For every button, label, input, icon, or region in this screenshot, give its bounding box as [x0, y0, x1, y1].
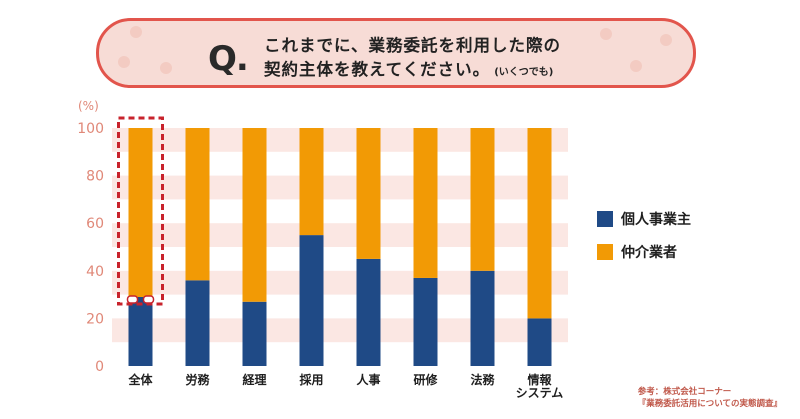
highlight-marker: [142, 295, 155, 304]
y-tick-label: 20: [86, 311, 104, 327]
legend-label-individual: 個人事業主: [621, 212, 691, 228]
x-tick-label: 採用: [299, 372, 323, 387]
bar-segment-individual: [299, 235, 324, 366]
legend-swatch-agency: [597, 244, 613, 260]
x-tick-label: 人事: [356, 372, 380, 387]
legend-swatch-individual: [597, 211, 613, 227]
question-mark-label: Q.: [208, 39, 249, 79]
bar-segment-agency: [242, 128, 267, 302]
x-tick-label: 経理: [242, 372, 266, 387]
y-tick-label: 40: [86, 264, 104, 280]
x-tick-label: 研修: [413, 372, 438, 387]
banner-decoration-dot: [630, 60, 642, 72]
question-note: (いくつでも): [494, 67, 554, 78]
bar-segment-individual: [356, 258, 381, 366]
x-tick-label: システム: [516, 386, 564, 400]
legend-label-agency: 仲介業者: [621, 245, 677, 261]
bar-segment-individual: [242, 301, 267, 366]
source-note: 参考：株式会社コーナー 『業務委託活用についての実態調査』: [638, 386, 782, 410]
source-line1: 参考：株式会社コーナー: [637, 387, 732, 397]
legend-item-individual: 個人事業主: [597, 210, 691, 228]
bar-segment-individual: [128, 296, 153, 366]
legend-item-agency: 仲介業者: [597, 243, 677, 261]
bar-segment-individual: [413, 277, 438, 366]
banner-decoration: [118, 26, 672, 74]
grid-band: [112, 175, 568, 200]
bar-segment-agency: [128, 128, 153, 297]
bar-segment-agency: [185, 128, 210, 281]
x-tick-label: 全体: [127, 372, 153, 387]
question-text-line1: これまでに、業務委託を利用した際の: [264, 36, 562, 55]
banner-decoration-dot: [160, 62, 172, 74]
bar-segment-individual: [527, 318, 552, 366]
banner-decoration-dot: [118, 56, 130, 68]
question-banner: Q. これまでに、業務委託を利用した際の 契約主体を教えてください。 (いくつでも…: [96, 18, 696, 88]
bar-segment-individual: [470, 270, 495, 366]
bar-segment-individual: [185, 280, 210, 366]
y-tick-label: 80: [86, 169, 104, 185]
grid-band: [112, 318, 568, 343]
bar-segment-agency: [470, 128, 495, 271]
x-tick-label: 法務: [470, 372, 495, 387]
banner-decoration-dot: [660, 34, 672, 46]
question-banner-shape: [96, 18, 696, 88]
banner-decoration-dot: [600, 28, 612, 40]
y-tick-label: 60: [86, 216, 104, 232]
x-tick-label: 情報: [527, 372, 552, 387]
grid-band: [112, 128, 568, 152]
source-line2: 『業務委託活用についての実態調査』: [637, 399, 782, 409]
question-text-line2-main: 契約主体を教えてください。: [264, 60, 491, 79]
y-axis-label: (%): [78, 99, 99, 113]
y-tick-label: 100: [77, 121, 104, 137]
bar-segment-agency: [413, 128, 438, 278]
x-tick-label: 労務: [185, 372, 210, 387]
banner-decoration-dot: [130, 26, 142, 38]
highlight-box: [117, 116, 164, 306]
bar-segment-agency: [356, 128, 381, 259]
highlight-marker: [126, 295, 139, 304]
bar-segment-agency: [527, 128, 552, 319]
grid-band: [112, 270, 568, 295]
question-text-line2: 契約主体を教えてください。 (いくつでも): [264, 56, 553, 80]
bar-segment-agency: [299, 128, 324, 236]
y-tick-label: 0: [95, 359, 104, 375]
grid-band: [112, 223, 568, 247]
